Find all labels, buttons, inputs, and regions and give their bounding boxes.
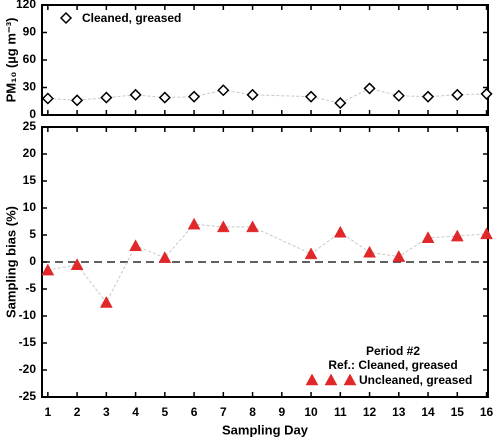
x-tick-label: 10	[304, 405, 318, 419]
y-tick-label: -20	[19, 362, 37, 376]
data-point	[392, 89, 405, 102]
y-tick-label: 5	[29, 227, 36, 241]
data-point	[334, 97, 347, 110]
x-tick-label: 3	[103, 405, 110, 419]
data-point	[41, 263, 55, 276]
x-tick-label: 2	[74, 405, 81, 419]
y-tick-label: -10	[19, 308, 37, 322]
legend-title: Period #2	[366, 344, 420, 358]
y-tick-label: 120	[16, 0, 36, 11]
x-tick-label: 16	[480, 405, 494, 419]
data-point	[129, 88, 142, 101]
data-point	[129, 239, 143, 252]
x-tick-label: 11	[334, 405, 347, 419]
legend-marker	[324, 373, 338, 386]
y-tick-label: 30	[23, 80, 37, 94]
data-point	[246, 88, 259, 101]
data-point	[158, 91, 171, 104]
y-axis-label: PM₁₀ (µg m⁻³)	[3, 18, 18, 103]
data-point	[451, 88, 464, 101]
y-tick-label: 10	[23, 200, 37, 214]
x-tick-label: 8	[249, 405, 256, 419]
data-point	[100, 91, 113, 104]
y-tick-label: -15	[19, 335, 37, 349]
series-line	[47, 223, 487, 304]
x-axis-label: Sampling Day	[222, 422, 309, 437]
data-point	[217, 84, 230, 97]
data-point	[70, 258, 84, 270]
data-point	[216, 220, 230, 233]
x-tick-label: 15	[451, 405, 465, 419]
x-tick-label: 14	[421, 405, 435, 419]
legend-marker	[343, 373, 357, 386]
y-axis-label: Sampling bias (%)	[3, 206, 18, 318]
data-point	[188, 90, 201, 103]
legend-label: Cleaned, greased	[82, 11, 181, 25]
data-point	[480, 227, 493, 240]
data-point	[99, 295, 113, 308]
data-point	[333, 225, 347, 238]
y-tick-label: -25	[19, 389, 37, 403]
data-point	[158, 251, 172, 263]
y-tick-label: 20	[23, 146, 37, 160]
x-tick-label: 4	[132, 405, 139, 419]
y-tick-label: 90	[23, 25, 37, 39]
data-point	[71, 94, 84, 107]
legend-label: Uncleaned, greased	[359, 373, 472, 387]
data-point	[450, 229, 464, 242]
y-tick-label: 0	[29, 107, 36, 121]
x-tick-label: 1	[45, 405, 52, 419]
x-tick-label: 9	[278, 405, 285, 419]
y-tick-label: -5	[25, 281, 36, 295]
data-point	[187, 217, 201, 230]
y-tick-label: 25	[23, 119, 37, 133]
legend-subtitle: Ref.: Cleaned, greased	[328, 358, 457, 372]
legend-marker	[59, 11, 73, 25]
data-point	[246, 220, 259, 233]
data-point	[305, 90, 318, 103]
x-tick-label: 5	[161, 405, 168, 419]
series-line	[47, 87, 487, 104]
data-point	[304, 247, 318, 260]
legend-marker	[305, 373, 319, 386]
data-point	[363, 245, 376, 258]
x-tick-label: 12	[363, 405, 377, 419]
x-tick-label: 13	[392, 405, 406, 419]
data-point	[480, 87, 493, 100]
data-point	[421, 90, 435, 103]
data-point	[41, 92, 54, 105]
data-point	[363, 82, 376, 95]
y-tick-label: 60	[23, 52, 37, 66]
y-tick-label: 0	[29, 254, 36, 268]
data-point	[392, 250, 406, 262]
x-tick-label: 6	[191, 405, 198, 419]
x-tick-label: 7	[220, 405, 227, 419]
y-tick-label: 15	[23, 173, 37, 187]
data-point	[421, 231, 435, 243]
